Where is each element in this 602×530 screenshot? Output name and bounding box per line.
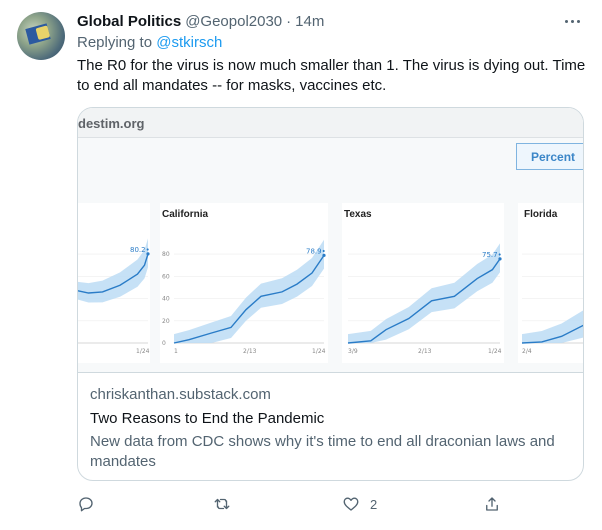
chart-y-tick-label: 40 <box>162 296 170 303</box>
chart-panel-left: 80.2• 1/24 <box>78 203 150 363</box>
card-meta[interactable]: chriskanthan.substack.com Two Reasons to… <box>78 372 583 480</box>
share-button[interactable] <box>483 492 501 516</box>
share-icon <box>486 497 498 511</box>
chart-panel-texas: Texas 75.7• 3/9 2/13 1/24 <box>342 203 504 363</box>
like-button[interactable]: 2 <box>342 492 377 516</box>
chart-end-point <box>322 253 326 257</box>
chart-end-point <box>146 252 150 256</box>
display-name[interactable]: Global Politics <box>77 12 182 30</box>
user-handle[interactable]: @Geopol2030 <box>185 12 283 30</box>
percent-tab: Percent <box>516 143 583 170</box>
chart-x-tick-label: 2/13 <box>418 348 432 355</box>
chart-x-tick-label: 1/24 <box>488 348 502 355</box>
chart-x-tick-label: 2/13 <box>243 348 257 355</box>
chart-confidence-band <box>522 310 583 343</box>
chart-x-tick-label: 1/24 <box>312 348 326 355</box>
site-header-bar: destim.org <box>78 108 583 138</box>
more-dot-icon <box>570 19 574 23</box>
reply-context: Replying to @stkirsch <box>77 34 222 51</box>
timestamp[interactable]: 14m <box>295 12 325 30</box>
tweet-header: Global Politics @Geopol2030 · 14m <box>77 11 324 31</box>
site-url: destim.org <box>78 116 145 131</box>
chart-series-line <box>173 254 325 344</box>
chart-panel-title: California <box>162 209 209 220</box>
like-count: 2 <box>370 496 378 512</box>
chart-x-tick-label: 3/9 <box>348 348 358 355</box>
reply-button[interactable] <box>77 492 105 516</box>
chart-x-tick-label: 1/24 <box>136 348 150 355</box>
chart-svg: 75.7• 3/9 2/13 1/24 <box>347 243 502 355</box>
chart-panel-title: Texas <box>344 209 372 220</box>
card-image[interactable]: destim.org Percent 80.2• 1/24 California 7… <box>78 108 583 372</box>
chart-y-tick-label: 80 <box>162 251 170 258</box>
chart-confidence-band <box>348 243 500 343</box>
avatar[interactable] <box>17 12 65 60</box>
retweet-icon <box>214 498 230 510</box>
chart-svg: 2/4 <box>521 253 583 355</box>
reply-icon <box>79 497 93 512</box>
link-card[interactable]: destim.org Percent 80.2• 1/24 California 7… <box>77 107 584 481</box>
chart-confidence-band <box>174 239 324 343</box>
separator: · <box>286 12 292 30</box>
chart-end-value: 80.2• <box>130 246 150 254</box>
chart-y-tick-label: 60 <box>162 273 170 280</box>
like-icon <box>343 497 359 511</box>
chart-confidence-band <box>78 238 148 303</box>
tweet-text: The R0 for the virus is now much smaller… <box>77 57 586 94</box>
retweet-button[interactable] <box>213 492 241 516</box>
chart-y-tick-label: 20 <box>162 318 170 325</box>
chart-panel-florida: Florida 2/4 <box>518 203 583 363</box>
chart-end-point <box>498 257 502 261</box>
chart-y-tick-label: 0 <box>162 340 166 347</box>
chart-x-tick-label: 1 <box>174 348 178 355</box>
card-description: New data from CDC shows why it's time to… <box>90 433 555 470</box>
chart-end-value: 78.9• <box>306 247 326 255</box>
chart-svg: 78.9• 0 20 40 60 80 1 2/13 1/24 <box>162 239 326 355</box>
chart-series-line <box>347 258 501 344</box>
chart-series-line <box>78 253 149 294</box>
card-domain: chriskanthan.substack.com <box>90 386 271 403</box>
more-dot-icon <box>564 19 568 23</box>
more-dot-icon <box>576 19 580 23</box>
chart-x-tick-label: 2/4 <box>522 348 532 355</box>
action-bar: 2 <box>77 492 587 516</box>
chart-svg: 80.2• 1/24 <box>78 238 150 355</box>
more-options-button[interactable] <box>558 10 586 32</box>
avatar-flag-icon <box>25 23 51 45</box>
reply-prefix: Replying to <box>77 34 157 51</box>
chart-panel-california: California 78.9• 0 20 40 60 80 1 2/13 1/24 <box>160 203 328 363</box>
card-title: Two Reasons to End the Pandemic <box>90 410 325 427</box>
chart-end-value: 75.7• <box>482 251 502 259</box>
chart-series-line <box>521 324 583 344</box>
reply-mention-link[interactable]: @stkirsch <box>156 34 223 51</box>
chart-panel-title: Florida <box>524 209 558 220</box>
